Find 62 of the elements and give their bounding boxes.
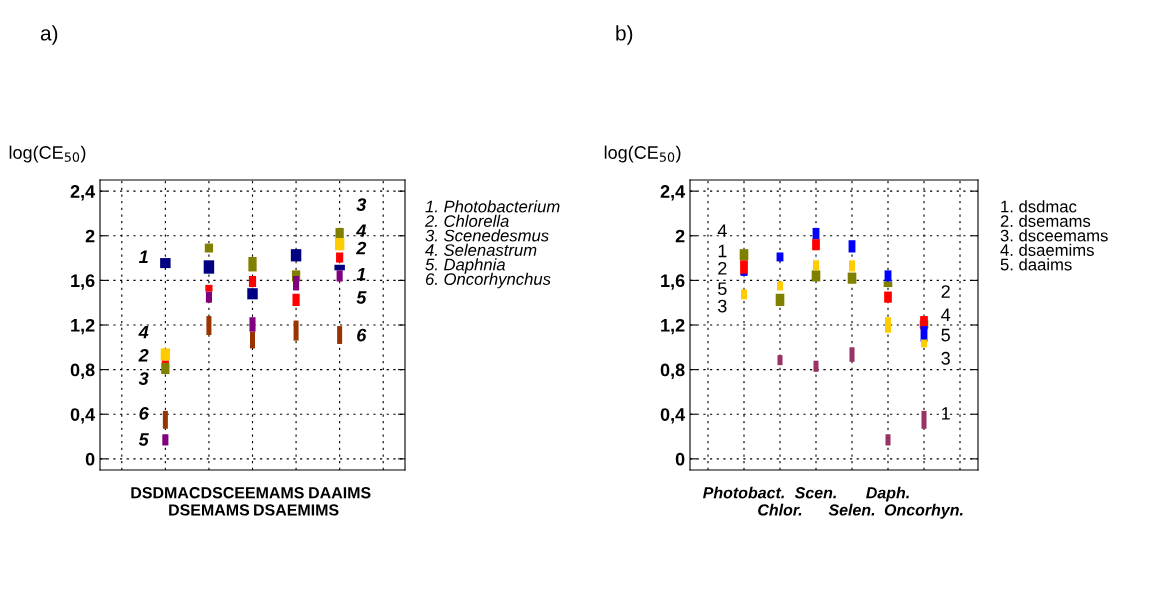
x-tick-label: DSAEMIMS — [254, 504, 339, 516]
annotation: 1 — [718, 244, 727, 258]
text: 3. dsceemams — [1000, 229, 1108, 242]
x-tick-label: DSEMAMS — [169, 504, 250, 516]
y-tick-label: 0,4 — [660, 408, 686, 424]
y-tick-label: 0,8 — [660, 363, 685, 379]
annotation: 1 — [356, 267, 366, 281]
y-axis-title: log(CE$_{50}$) — [9, 145, 86, 163]
annotation: 1 — [138, 250, 148, 263]
annotation: 2 — [718, 261, 727, 275]
y-tick-label: 1,6 — [71, 274, 95, 290]
y-tick-label: 1,6 — [661, 274, 685, 290]
y-tick-label: 2 — [85, 229, 95, 243]
text: 1. Photobacterium — [425, 200, 560, 213]
annotation: 3 — [138, 372, 149, 385]
annotation: 2 — [356, 241, 367, 255]
y-tick-label: 1,2 — [71, 318, 95, 335]
annotation: 3 — [356, 198, 367, 211]
text: 3. Scenedesmus — [425, 229, 549, 242]
annotation: 5 — [356, 291, 367, 304]
annotation: 4 — [717, 224, 727, 237]
x-tick-label: Daph. — [866, 486, 909, 502]
annotation: 5 — [718, 282, 727, 296]
text: 4. Selenastrum — [425, 243, 537, 256]
annotation: 5 — [941, 328, 950, 342]
x-tick-label: DAAIMS — [309, 487, 371, 499]
annotation: 4 — [941, 308, 951, 321]
chart-title: a) — [40, 25, 58, 45]
text: 1. dsdmac — [1001, 200, 1077, 213]
annotation: 4 — [356, 224, 367, 237]
y-tick-label: 0,4 — [70, 408, 96, 424]
annotation: 3 — [717, 299, 727, 313]
y-tick-label: 1,2 — [661, 318, 685, 335]
y-axis-title: log(CE$_{50}$) — [604, 145, 681, 163]
annotation: 1 — [942, 407, 950, 420]
chart-title: b) — [616, 25, 633, 45]
annotation: 4 — [138, 325, 149, 339]
text: 5. daaims — [1000, 258, 1072, 271]
text: 2. dsemams — [1000, 214, 1091, 227]
annotation: 5 — [138, 433, 149, 446]
annotation: 3 — [941, 351, 950, 365]
y-tick-label: 0,8 — [70, 363, 95, 379]
annotation: 6 — [357, 328, 367, 342]
y-tick-label: 0 — [85, 452, 95, 466]
x-tick-label: DSDMAC — [131, 487, 200, 499]
annotation: 2 — [138, 348, 149, 362]
y-tick-label: 0 — [675, 452, 685, 466]
x-tick-label: Chlor. — [758, 503, 802, 516]
x-tick-label: DSCEEMAMS — [201, 487, 304, 499]
y-tick-label: 2,4 — [70, 185, 96, 201]
annotation: 6 — [139, 406, 149, 420]
text: 6. Oncorhynchus — [425, 272, 551, 289]
text: 4. dsaemims — [1000, 243, 1094, 256]
x-tick-label: Photobact. — [703, 486, 784, 499]
y-tick-label: 2,4 — [660, 185, 686, 201]
text: 5. Daphnia — [425, 258, 506, 274]
annotation: 2 — [941, 285, 950, 298]
x-tick-label: Oncorhyn. — [884, 503, 963, 519]
y-tick-label: 2 — [675, 229, 685, 243]
text: 2. Chlorella — [424, 214, 509, 227]
x-tick-label: Scen. — [794, 487, 836, 499]
x-tick-label: Selen. — [828, 503, 875, 516]
